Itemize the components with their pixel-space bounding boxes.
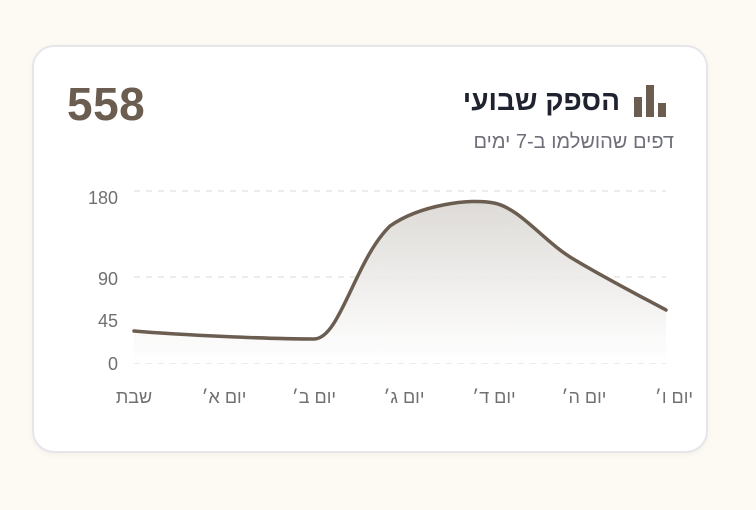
- y-tick: 180: [88, 188, 118, 208]
- x-tick: יום ו׳: [655, 387, 693, 407]
- card-subtitle: דפים שהושלמו ב-7 ימים: [473, 131, 674, 153]
- total-pages-value: 558: [67, 78, 146, 130]
- bar-chart-icon: [634, 85, 668, 117]
- x-tick: יום א׳: [202, 387, 247, 407]
- x-tick: שבת: [116, 387, 152, 407]
- y-axis: 180 90 45 0: [88, 188, 118, 374]
- x-tick: יום ב׳: [292, 387, 336, 407]
- x-axis: שבת יום א׳ יום ב׳ יום ג׳ יום ד׳ יום ה׳ י…: [116, 387, 693, 407]
- area-fill: [134, 201, 666, 363]
- y-tick: 0: [108, 354, 118, 374]
- y-tick: 45: [98, 311, 118, 331]
- card-title: הספק שבועי: [462, 85, 620, 116]
- weekly-output-card: 558 הספק שבועי דפים שהושלמו ב-7 ימים: [32, 45, 708, 453]
- x-tick: יום ג׳: [383, 387, 424, 407]
- x-tick: יום ד׳: [472, 387, 515, 407]
- y-tick: 90: [98, 269, 118, 289]
- x-tick: יום ה׳: [562, 387, 607, 407]
- data-line: [132, 199, 668, 341]
- card-header: הספק שבועי: [463, 85, 668, 117]
